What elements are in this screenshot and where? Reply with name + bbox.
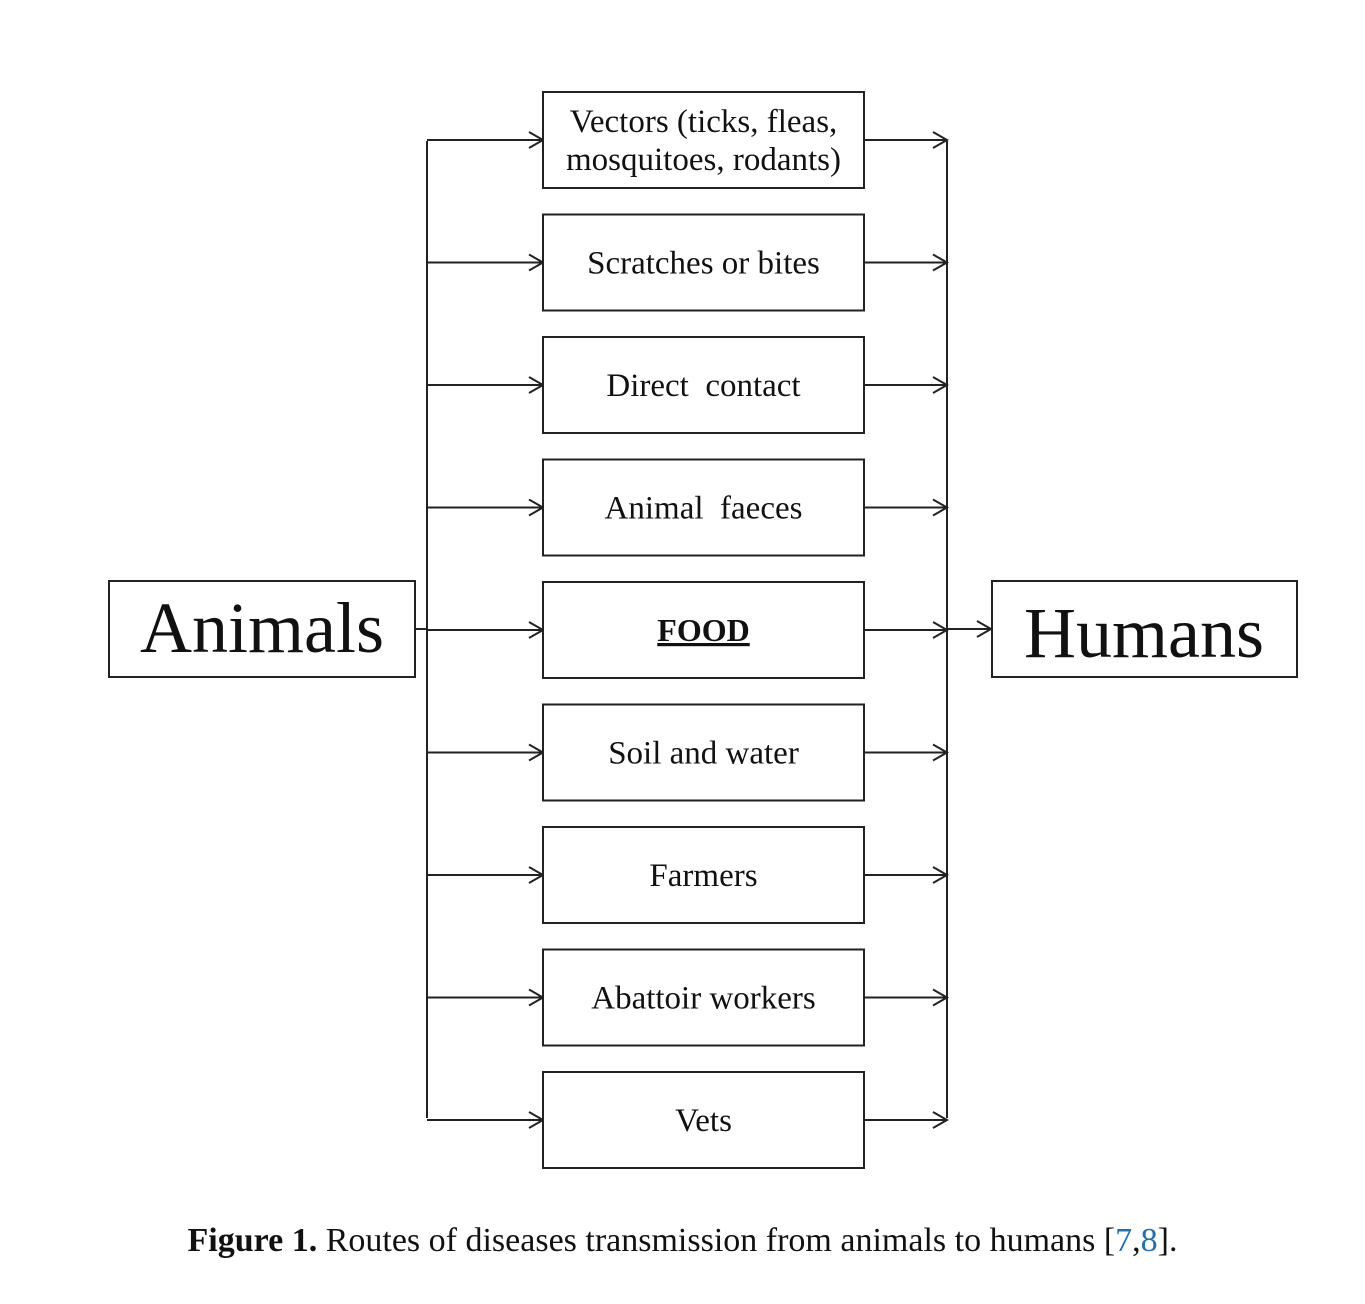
animals-box bbox=[108, 580, 416, 678]
route-box bbox=[542, 948, 865, 1047]
route-label: Vectors (ticks, fleas, bbox=[570, 104, 838, 140]
route-boxes: Vectors (ticks, fleas,mosquitoes, rodant… bbox=[427, 91, 950, 1169]
caption-separator: , bbox=[1132, 1222, 1141, 1259]
diagram-canvas: Animals Humans Vectors (ticks, fleas,mos… bbox=[108, 91, 1298, 1169]
route-label: Soil and water bbox=[608, 736, 799, 772]
figure-caption: Figure 1. Routes of diseases transmissio… bbox=[0, 1222, 1365, 1260]
route-label: mosquitoes, rodants) bbox=[566, 142, 841, 178]
route-box bbox=[542, 1071, 865, 1169]
route-label: Abattoir workers bbox=[591, 981, 816, 1017]
route-label: FOOD bbox=[657, 612, 749, 648]
citation-link-7[interactable]: 7 bbox=[1115, 1222, 1133, 1259]
route-label: Direct contact bbox=[606, 368, 800, 404]
citation-link-8[interactable]: 8 bbox=[1140, 1222, 1158, 1259]
route-label: Vets bbox=[675, 1103, 732, 1139]
route-label: Scratches or bites bbox=[587, 246, 820, 282]
route-box bbox=[542, 91, 865, 189]
caption-end: ]. bbox=[1157, 1222, 1178, 1259]
animals-label: Animals bbox=[140, 588, 384, 668]
route-box bbox=[542, 336, 865, 434]
route-box bbox=[542, 581, 865, 679]
route-box bbox=[542, 213, 865, 312]
route-box bbox=[542, 458, 865, 557]
caption-text: Routes of diseases transmission from ani… bbox=[317, 1222, 1116, 1259]
route-box bbox=[542, 703, 865, 802]
humans-box bbox=[991, 580, 1298, 678]
route-box bbox=[542, 826, 865, 924]
humans-label: Humans bbox=[1024, 593, 1264, 673]
transmission-diagram: Animals Humans Vectors (ticks, fleas, mos… bbox=[108, 91, 1298, 1169]
route-label: Farmers bbox=[649, 858, 757, 894]
route-label: Animal faeces bbox=[605, 491, 803, 527]
caption-label: Figure 1. bbox=[187, 1222, 318, 1259]
